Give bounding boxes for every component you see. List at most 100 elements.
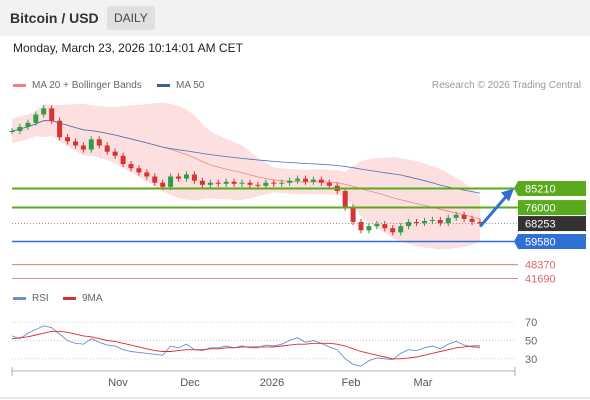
candle-body: [96, 139, 102, 146]
candle-body: [17, 126, 23, 131]
candle-body: [223, 181, 229, 184]
candle-body: [469, 218, 475, 222]
candle-body: [422, 221, 427, 224]
candle-body: [49, 108, 55, 121]
candle-body: [41, 108, 47, 115]
candle-body: [271, 182, 277, 184]
candle-body: [366, 226, 372, 231]
candle-body: [215, 182, 221, 184]
resistance-label: 76000: [525, 203, 556, 215]
candle-body: [445, 217, 451, 224]
forecast-arrow-shaft: [479, 193, 509, 228]
candle-body: [398, 226, 404, 233]
candle-body: [136, 168, 142, 173]
candle-body: [128, 164, 134, 169]
candle-body: [112, 151, 118, 156]
candle-body: [160, 182, 166, 187]
candle-body: [279, 182, 285, 184]
candle-body: [310, 179, 316, 182]
resistance-box: [518, 200, 586, 216]
candle-body: [73, 141, 78, 146]
support-label: 59580: [525, 237, 556, 249]
candle-body: [57, 120, 63, 138]
candle-body: [152, 176, 158, 183]
legend-rsi: RSI: [13, 293, 49, 304]
candle-body: [437, 220, 443, 224]
candle-body: [65, 137, 70, 142]
candle-body: [477, 222, 483, 224]
current-price-box: [518, 216, 586, 232]
support-box: [518, 234, 586, 250]
candle-body: [168, 176, 174, 187]
legend-ma50: MA 50: [157, 80, 204, 91]
candle-body: [429, 220, 435, 221]
candle-body: [88, 139, 94, 150]
candle-body: [303, 178, 308, 182]
candle-body: [342, 191, 348, 208]
candle-body: [326, 182, 332, 186]
support-pointer: [514, 234, 518, 250]
rsi-label: RSI: [32, 293, 49, 304]
timeframe-badge[interactable]: DAILY: [107, 6, 155, 30]
bollinger-band: [12, 102, 480, 250]
candle-body: [231, 181, 237, 184]
rsi-tick-label: 30: [525, 354, 537, 366]
x-tick-label: Nov: [108, 377, 128, 389]
candle-body: [144, 172, 150, 177]
candle-body: [263, 182, 269, 186]
ma20-swatch: [13, 83, 26, 87]
timestamp: Monday, March 23, 2026 10:14:01 AM CET: [13, 41, 243, 55]
extra-support-label: 41690: [525, 274, 556, 286]
ma20-label: MA 20 + Bollinger Bands: [32, 80, 142, 91]
legend-ma20: MA 20 + Bollinger Bands: [13, 80, 142, 91]
x-tick-label: 2026: [260, 377, 284, 389]
ma50-label: MA 50: [176, 80, 205, 91]
candle-body: [255, 184, 261, 186]
x-tick-label: Dec: [180, 377, 200, 389]
candle-body: [406, 222, 412, 227]
candle-body: [104, 145, 110, 152]
candle-body: [453, 214, 459, 218]
research-credit: Research © 2026 Trading Central: [431, 80, 581, 91]
candle-body: [184, 174, 189, 179]
instrument-title: Bitcoin / USD: [10, 10, 99, 26]
forecast-arrow-head: [501, 188, 514, 202]
rsi-tick-label: 50: [525, 336, 537, 348]
candle-body: [287, 180, 293, 183]
candle-body: [239, 182, 245, 184]
candle-body: [414, 222, 419, 223]
candle-body: [120, 155, 126, 165]
x-tick-label: Feb: [342, 377, 361, 389]
candle-body: [358, 222, 364, 231]
rsi-ma-label: 9MA: [82, 293, 103, 304]
candle-body: [390, 228, 396, 233]
header-bar: Bitcoin / USD DAILY: [0, 0, 590, 36]
candle-body: [247, 182, 253, 185]
rsi-ma-swatch: [63, 296, 76, 300]
ma50-line: [11, 120, 481, 194]
resistance-pointer: [514, 180, 518, 196]
rsi-tick-label: 70: [525, 317, 537, 329]
candle-body: [25, 122, 31, 127]
candle-body: [318, 179, 324, 183]
candle-body: [33, 114, 39, 123]
rsi-line: [11, 325, 481, 367]
resistance-box: [518, 180, 586, 196]
candle-body: [176, 176, 182, 179]
rsi-swatch: [13, 296, 26, 300]
candle-body: [9, 131, 15, 132]
candle-body: [350, 207, 356, 222]
candle-body: [80, 145, 86, 150]
candle-body: [382, 224, 388, 229]
legend-rsi-ma: 9MA: [63, 293, 103, 304]
rsi-ma-line: [11, 330, 480, 360]
candle-body: [207, 182, 213, 185]
candle-body: [191, 174, 197, 181]
current-price-label: 68253: [525, 219, 556, 231]
candle-body: [199, 180, 205, 185]
x-tick-label: Mar: [414, 377, 433, 389]
resistance-label: 85210: [525, 183, 556, 195]
candle-body: [295, 178, 301, 181]
ma50-swatch: [157, 83, 170, 87]
